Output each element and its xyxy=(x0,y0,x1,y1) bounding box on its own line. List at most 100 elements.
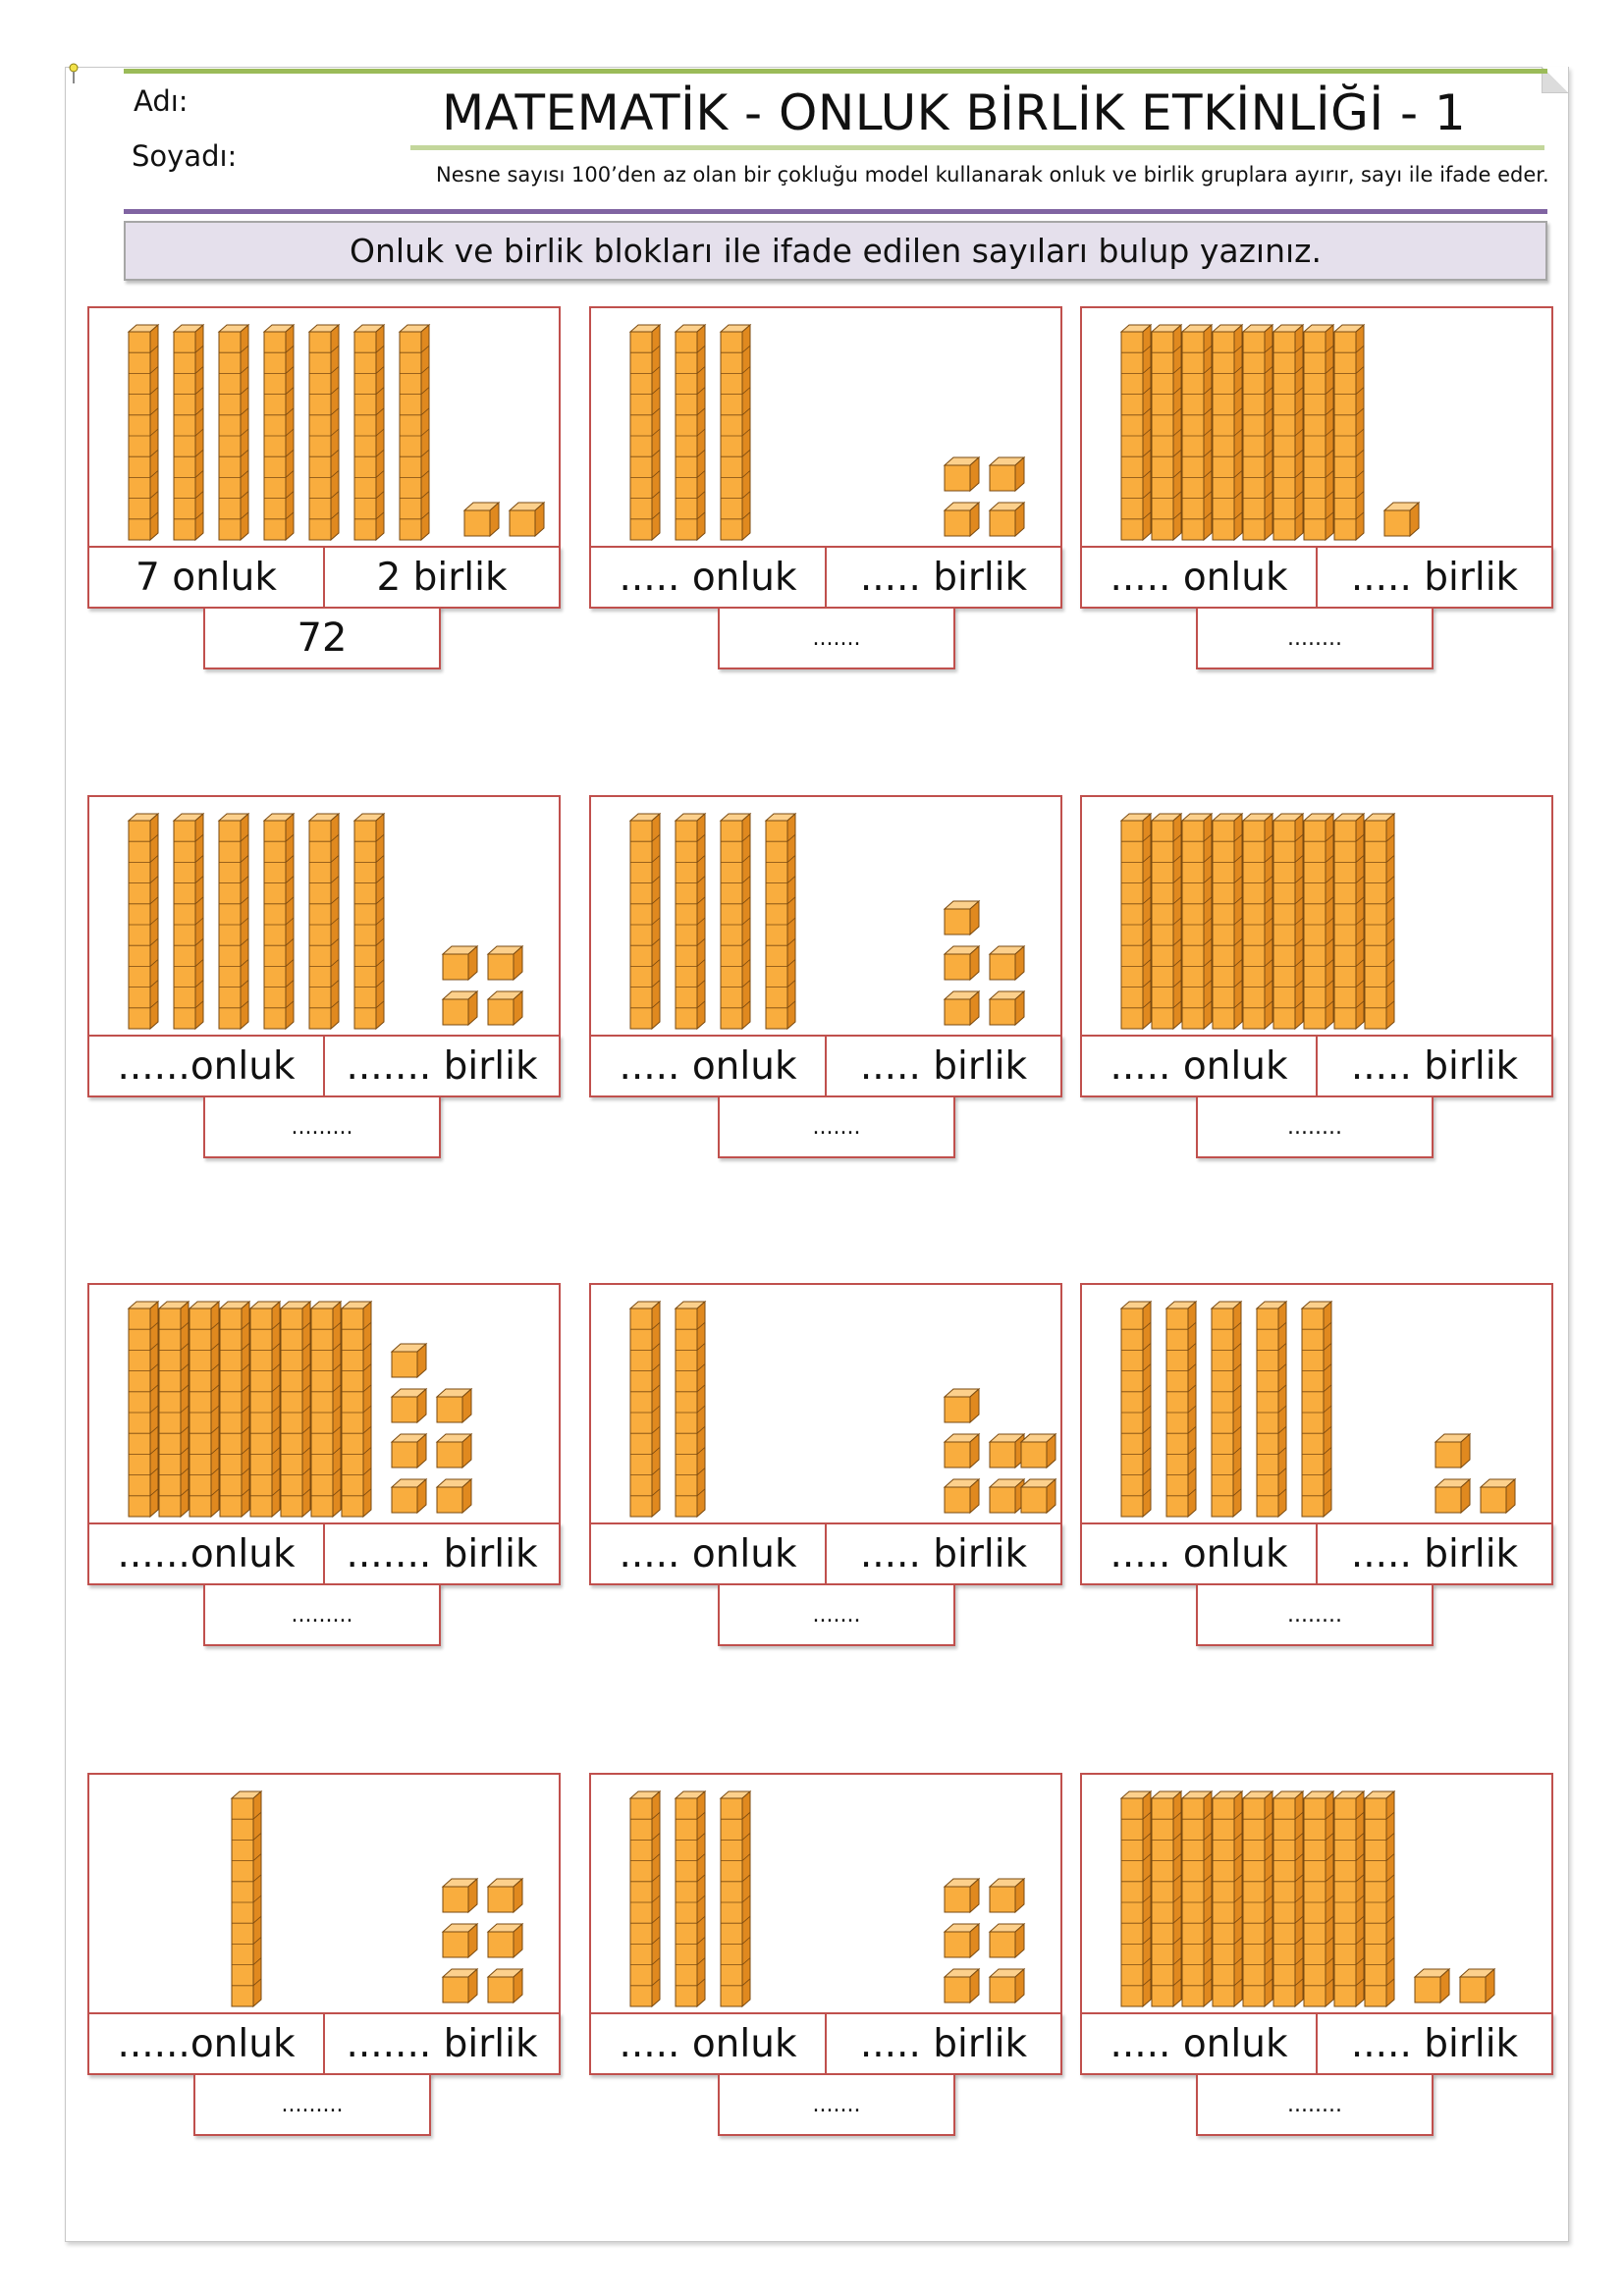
unit-cube xyxy=(435,1477,473,1515)
number-answer-box[interactable]: ........ xyxy=(1196,607,1434,669)
tens-rod xyxy=(1302,323,1335,542)
tens-rod xyxy=(719,323,752,542)
tens-rod xyxy=(279,1300,312,1519)
unit-cube xyxy=(486,1877,524,1914)
ones-count-box[interactable]: ..... birlik xyxy=(1316,1035,1553,1097)
tens-count-box[interactable]: ......onluk xyxy=(87,1035,325,1097)
tens-rod xyxy=(1255,1300,1288,1519)
ones-count-box[interactable]: 2 birlik xyxy=(323,546,561,609)
exercise-card: ......onluk....... birlik......... xyxy=(87,1283,561,1654)
tens-count-box[interactable]: ......onluk xyxy=(87,2012,325,2075)
unit-cube xyxy=(988,989,1026,1027)
number-answer-box[interactable]: ......... xyxy=(203,1583,441,1646)
blocks-drawing xyxy=(1119,812,1396,1031)
ones-count-box[interactable]: ..... birlik xyxy=(825,2012,1062,2075)
tens-rod xyxy=(309,1300,343,1519)
name-label: Adı: xyxy=(134,84,189,118)
unit-cube xyxy=(943,1477,981,1515)
number-answer-box[interactable]: ....... xyxy=(718,1583,955,1646)
tens-rod xyxy=(674,812,707,1031)
tens-rod xyxy=(1241,812,1274,1031)
tens-count-box[interactable]: ..... onluk xyxy=(589,546,827,609)
unit-cube xyxy=(508,501,546,538)
tens-rod xyxy=(1211,1789,1244,2008)
exercise-card: ..... onluk..... birlik....... xyxy=(589,1773,1062,2144)
base-ten-model xyxy=(589,306,1062,548)
ones-count-box[interactable]: ....... birlik xyxy=(323,2012,561,2075)
blocks-drawing xyxy=(628,812,1026,1031)
tens-rod xyxy=(1119,812,1153,1031)
unit-cube xyxy=(943,989,981,1027)
tens-count-box[interactable]: ..... onluk xyxy=(1080,2012,1318,2075)
number-answer-box[interactable]: ......... xyxy=(203,1095,441,1158)
tens-rod xyxy=(674,1789,707,2008)
tens-rod xyxy=(172,323,205,542)
unit-cube xyxy=(1434,1432,1472,1469)
ones-count-box[interactable]: ..... birlik xyxy=(1316,2012,1553,2075)
number-answer-box[interactable]: ........ xyxy=(1196,1583,1434,1646)
unit-cube xyxy=(988,501,1026,538)
number-answer-box[interactable]: ....... xyxy=(718,1095,955,1158)
unit-cube xyxy=(462,501,501,538)
tens-count-box[interactable]: ......onluk xyxy=(87,1522,325,1585)
blocks-drawing xyxy=(1119,1300,1517,1519)
ones-count-box[interactable]: ....... birlik xyxy=(323,1522,561,1585)
number-answer-box[interactable]: ........ xyxy=(1196,2073,1434,2136)
exercise-card: ..... onluk..... birlik....... xyxy=(589,306,1062,677)
base-ten-model xyxy=(87,306,561,548)
number-answer-box[interactable]: ........ xyxy=(1196,1095,1434,1158)
tens-count-box[interactable]: ..... onluk xyxy=(1080,546,1318,609)
unit-cube xyxy=(988,1922,1026,1959)
tens-rod xyxy=(127,1300,160,1519)
top-green-rule xyxy=(124,69,1547,74)
tens-rod xyxy=(674,323,707,542)
unit-cube xyxy=(943,1877,981,1914)
tens-count-box[interactable]: ..... onluk xyxy=(1080,1035,1318,1097)
tens-rod xyxy=(340,1300,373,1519)
tens-rod xyxy=(628,323,662,542)
tens-count-box[interactable]: ..... onluk xyxy=(1080,1522,1318,1585)
exercise-card: ..... onluk..... birlik....... xyxy=(589,1283,1062,1654)
blocks-drawing xyxy=(1119,1789,1496,2008)
tens-rod xyxy=(1363,1789,1396,2008)
ones-count-box[interactable]: ..... birlik xyxy=(825,546,1062,609)
tens-rod xyxy=(1180,812,1214,1031)
ones-count-box[interactable]: ..... birlik xyxy=(825,1522,1062,1585)
number-answer-box[interactable]: 72 xyxy=(203,607,441,669)
unit-cube xyxy=(435,1387,473,1424)
tens-rod xyxy=(1180,1789,1214,2008)
unit-cube xyxy=(1434,1477,1472,1515)
number-answer-box[interactable]: ....... xyxy=(718,2073,955,2136)
exercise-card: 7 onluk 2 birlik 72 xyxy=(87,306,561,677)
tens-count-box[interactable]: ..... onluk xyxy=(589,1035,827,1097)
number-answer-box[interactable]: ......... xyxy=(193,2073,431,2136)
unit-cube xyxy=(988,944,1026,982)
tens-rod xyxy=(628,1300,662,1519)
tens-rod xyxy=(157,1300,190,1519)
tens-count-box[interactable]: ..... onluk xyxy=(589,2012,827,2075)
tens-rod xyxy=(628,1789,662,2008)
blocks-drawing xyxy=(628,1300,1057,1519)
number-answer-box[interactable]: ....... xyxy=(718,607,955,669)
tens-rod xyxy=(262,323,296,542)
unit-cube xyxy=(1479,1477,1517,1515)
tens-rod xyxy=(188,1300,221,1519)
tens-rod xyxy=(1272,812,1305,1031)
tens-rod xyxy=(127,323,160,542)
exercise-card: ..... onluk..... birlik........ xyxy=(1080,306,1553,677)
ones-count-box[interactable]: ....... birlik xyxy=(323,1035,561,1097)
ones-count-box[interactable]: ..... birlik xyxy=(1316,546,1553,609)
base-ten-model xyxy=(1080,1283,1553,1524)
tens-count-box[interactable]: 7 onluk xyxy=(87,546,325,609)
tens-count-box[interactable]: ..... onluk xyxy=(589,1522,827,1585)
ones-count-box[interactable]: ..... birlik xyxy=(825,1035,1062,1097)
ones-count-box[interactable]: ..... birlik xyxy=(1316,1522,1553,1585)
tens-rod xyxy=(1150,812,1183,1031)
unit-cube xyxy=(390,1432,428,1469)
exercise-card: ..... onluk..... birlik........ xyxy=(1080,1283,1553,1654)
page-title: MATEMATİK - ONLUK BİRLİK ETKİNLİĞİ - 1 xyxy=(442,84,1467,141)
unit-cube xyxy=(943,501,981,538)
base-ten-model xyxy=(1080,306,1553,548)
surname-label: Soyadı: xyxy=(132,139,238,173)
tens-rod xyxy=(217,323,250,542)
